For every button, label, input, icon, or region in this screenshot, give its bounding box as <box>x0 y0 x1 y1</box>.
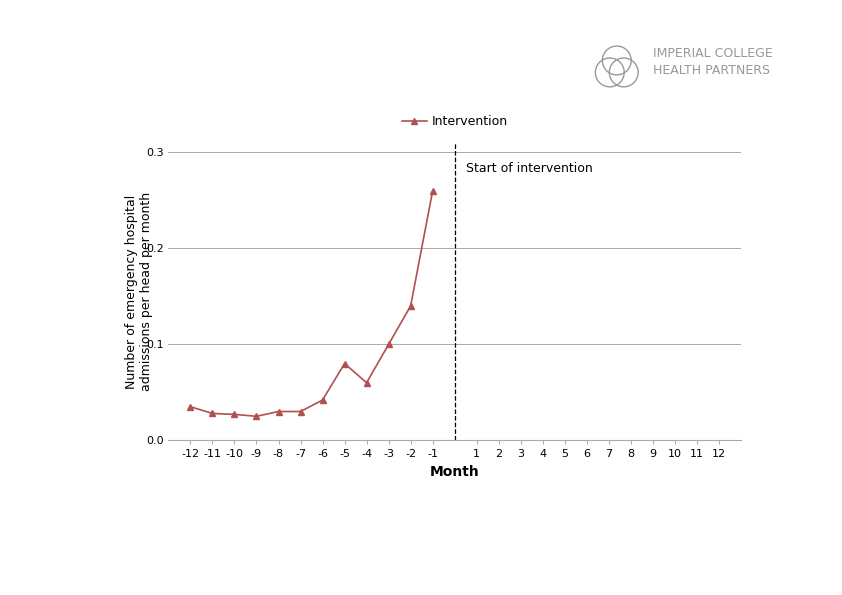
Intervention <box>317 396 328 403</box>
Line: Intervention: Intervention <box>188 188 435 419</box>
Intervention <box>185 403 195 411</box>
Text: Start of intervention: Start of intervention <box>466 162 593 175</box>
Legend: Intervention: Intervention <box>397 111 513 133</box>
Intervention <box>274 408 284 415</box>
Intervention <box>207 410 217 417</box>
Intervention <box>252 413 262 420</box>
Intervention <box>361 379 371 386</box>
Intervention <box>229 411 239 418</box>
Intervention <box>384 341 394 348</box>
Y-axis label: Number of emergency hospital
admissions per head per month: Number of emergency hospital admissions … <box>125 192 153 391</box>
Text: IMPERIAL COLLEGE
HEALTH PARTNERS: IMPERIAL COLLEGE HEALTH PARTNERS <box>653 48 772 77</box>
Intervention <box>428 187 438 195</box>
X-axis label: Month: Month <box>429 465 480 479</box>
Intervention <box>339 360 349 367</box>
Intervention <box>406 302 416 309</box>
Intervention <box>296 408 306 415</box>
